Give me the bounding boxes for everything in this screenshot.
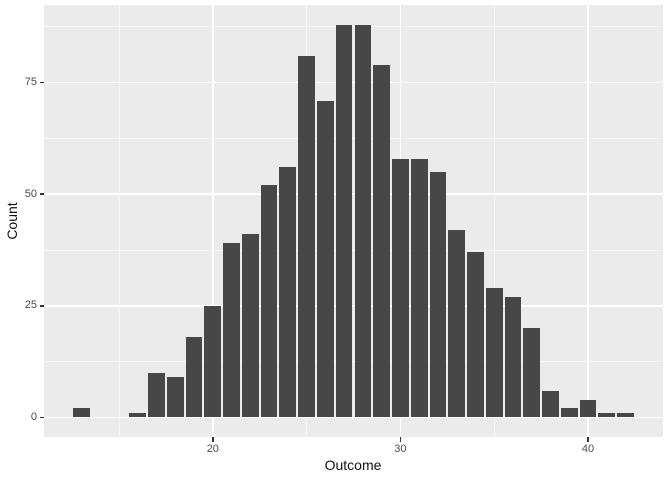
- histogram-bar-26: [316, 100, 334, 418]
- histogram-bar-40: [579, 399, 597, 418]
- x-tick-label-30: 30: [394, 442, 407, 455]
- histogram-bar-41: [598, 412, 616, 418]
- histogram-bar-23: [260, 185, 278, 418]
- gridline-minor-y-62.5: [44, 137, 663, 139]
- y-tick-mark-50: [39, 193, 44, 195]
- gridline-minor-y-87.5: [44, 26, 663, 28]
- histogram-bar-21: [223, 243, 240, 418]
- histogram-bar-25: [298, 55, 315, 418]
- histogram-bar-16: [129, 412, 147, 418]
- gridline-minor-x-15: [118, 5, 120, 437]
- histogram-bar-38: [542, 390, 559, 418]
- x-tick-mark-20: [212, 437, 214, 442]
- y-tick-mark-0: [39, 416, 44, 419]
- y-tick-mark-75: [39, 81, 44, 84]
- histogram-bar-17: [148, 372, 165, 418]
- histogram-bar-30: [392, 158, 409, 418]
- gridline-major-x-40: [587, 5, 589, 437]
- gridline-major-y-25: [44, 305, 663, 307]
- histogram-bar-28: [354, 24, 372, 418]
- histogram-bar-29: [373, 64, 390, 418]
- histogram-bar-42: [617, 412, 634, 418]
- histogram-bar-27: [335, 24, 353, 418]
- gridline-minor-x-35: [493, 5, 495, 437]
- histogram-bar-19: [185, 337, 203, 418]
- gridline-major-y-75: [44, 81, 663, 84]
- gridline-major-y-50: [44, 193, 663, 195]
- x-tick-label-40: 40: [581, 442, 595, 455]
- histogram-bar-37: [523, 328, 541, 418]
- histogram-bar-34: [467, 252, 484, 418]
- y-axis-title-text: Count: [4, 202, 20, 240]
- gridline-major-y-0: [44, 416, 663, 419]
- y-tick-label-25: 25: [24, 299, 37, 312]
- histogram-bar-33: [448, 229, 466, 418]
- histogram-bar-35: [485, 287, 503, 418]
- y-tick-mark-25: [39, 305, 44, 307]
- histogram-bar-18: [166, 377, 184, 418]
- histogram-bar-31: [410, 158, 428, 418]
- histogram-bar-24: [279, 167, 297, 418]
- y-tick-label-75: 75: [24, 76, 37, 89]
- x-tick-label-20: 20: [206, 442, 219, 455]
- plot-panel: [44, 5, 663, 437]
- gridline-major-x-20: [212, 5, 214, 437]
- y-tick-label-0: 0: [30, 410, 37, 423]
- histogram-bar-39: [560, 408, 578, 418]
- histogram-bar-32: [429, 171, 447, 418]
- histogram-bar-22: [241, 234, 259, 418]
- gridline-minor-y-12.5: [44, 361, 663, 363]
- x-tick-mark-30: [399, 437, 402, 442]
- x-tick-mark-40: [587, 437, 589, 442]
- histogram-bar-13: [73, 408, 90, 418]
- x-axis-title-text: Outcome: [324, 457, 382, 473]
- y-tick-label-50: 50: [24, 187, 37, 200]
- x-axis-title: Outcome: [0, 457, 672, 473]
- histogram-bar-36: [504, 296, 522, 418]
- histogram-bar-20: [204, 305, 222, 418]
- gridline-minor-y-37.5: [44, 249, 663, 251]
